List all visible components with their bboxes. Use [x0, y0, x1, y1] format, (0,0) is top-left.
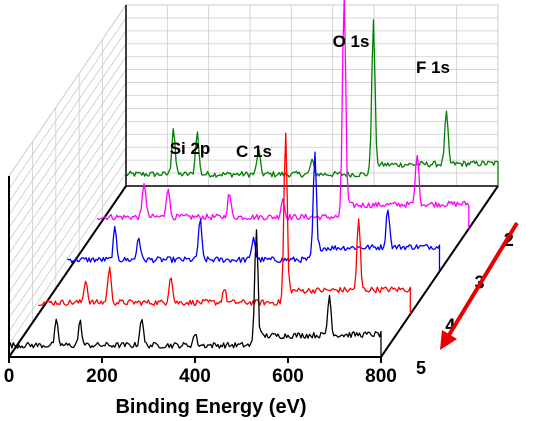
- spectrum-line-2: [96, 0, 470, 229]
- spectrum-line-5: [8, 229, 382, 357]
- spectrum-line-3: [67, 151, 441, 272]
- side-wall-gridline-h: [8, 69, 127, 241]
- side-wall-gridline-h: [8, 82, 127, 254]
- depth-axis-left: [8, 185, 127, 358]
- side-wall-gridline-h: [8, 121, 127, 293]
- peak-label: F 1s: [416, 58, 450, 77]
- x-tick-label: 400: [179, 366, 211, 387]
- x-tick-label: 0: [4, 366, 15, 387]
- peak-label: Si 2p: [170, 139, 211, 158]
- axes-frame: 0 200 400 600 800: [4, 5, 499, 387]
- sample-label-5: 5: [416, 358, 426, 378]
- spectrum-line-1: [125, 19, 499, 186]
- x-axis-title: Binding Energy (eV): [115, 396, 306, 418]
- x-tick-label: 200: [86, 366, 118, 387]
- sample-order-arrow-head: [440, 330, 457, 350]
- peak-label: C 1s: [236, 142, 272, 161]
- side-wall-gridline-h: [8, 159, 127, 332]
- series-group: [8, 0, 499, 357]
- spectrum-line-4: [38, 132, 411, 315]
- side-wall-gridline-h: [8, 17, 127, 190]
- labels-group: 12345Si 2pC 1sO 1sF 1s: [170, 32, 519, 378]
- peak-label: O 1s: [333, 32, 370, 51]
- sample-order-arrow-shaft: [444, 221, 519, 342]
- side-wall-gridline-h: [8, 146, 127, 319]
- side-wall-gridline-h: [8, 43, 127, 216]
- side-wall-gridline-h: [8, 95, 127, 267]
- sample-label-4: 4: [445, 315, 455, 335]
- side-wall-gridline-h: [8, 30, 127, 203]
- x-tick-label: 800: [365, 366, 397, 387]
- side-wall-gridline-h: [8, 56, 127, 228]
- side-wall-gridline-h: [8, 134, 127, 306]
- side-wall-gridline-h: [8, 172, 127, 345]
- side-wall-gridline-h: [8, 108, 127, 280]
- x-tick-label: 600: [272, 366, 304, 387]
